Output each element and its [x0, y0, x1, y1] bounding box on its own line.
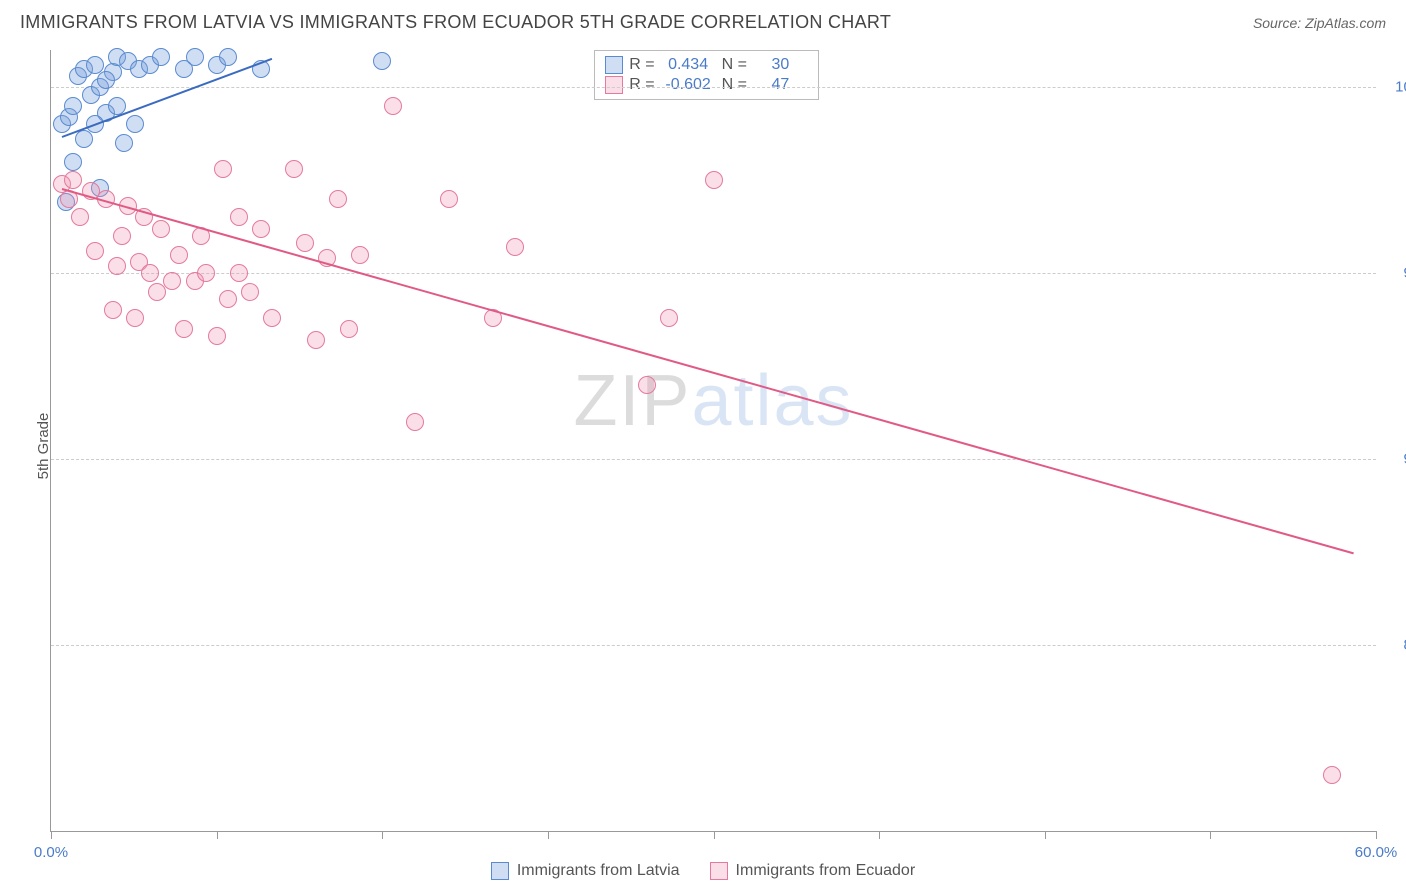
scatter-point: [1323, 766, 1341, 784]
scatter-point: [71, 208, 89, 226]
scatter-point: [230, 264, 248, 282]
scatter-point: [296, 234, 314, 252]
scatter-point: [126, 309, 144, 327]
scatter-point: [252, 220, 270, 238]
source-label: Source: ZipAtlas.com: [1253, 15, 1386, 31]
scatter-point: [705, 171, 723, 189]
scatter-point: [64, 97, 82, 115]
scatter-point: [75, 130, 93, 148]
xtick: [879, 831, 880, 839]
swatch-ecuador: [605, 76, 623, 94]
correlation-legend: R = 0.434 N = 30 R = -0.602 N = 47: [594, 50, 819, 100]
r-value: -0.602: [661, 76, 716, 94]
xtick: [714, 831, 715, 839]
scatter-point: [351, 246, 369, 264]
xtick: [548, 831, 549, 839]
ytick-label: 100.0%: [1386, 79, 1406, 96]
scatter-point: [126, 115, 144, 133]
scatter-point: [219, 290, 237, 308]
watermark-zip: ZIP: [573, 361, 691, 441]
chart-plot-area: ZIPatlas R = 0.434 N = 30 R = -0.602 N =…: [50, 50, 1376, 832]
xtick: [217, 831, 218, 839]
n-value: 30: [753, 56, 808, 74]
scatter-point: [141, 264, 159, 282]
trend-line: [62, 188, 1354, 554]
scatter-point: [384, 97, 402, 115]
gridline: [51, 459, 1376, 460]
page-title: IMMIGRANTS FROM LATVIA VS IMMIGRANTS FRO…: [20, 12, 891, 33]
r-value: 0.434: [661, 56, 716, 74]
scatter-point: [329, 190, 347, 208]
r-label: R =: [629, 76, 654, 94]
header: IMMIGRANTS FROM LATVIA VS IMMIGRANTS FRO…: [0, 0, 1406, 41]
scatter-point: [197, 264, 215, 282]
ytick-label: 90.0%: [1386, 451, 1406, 468]
scatter-point: [152, 220, 170, 238]
bottom-legend-label: Immigrants from Latvia: [517, 862, 680, 880]
legend-row-ecuador: R = -0.602 N = 47: [605, 75, 808, 95]
gridline: [51, 273, 1376, 274]
scatter-point: [113, 227, 131, 245]
r-label: R =: [629, 56, 654, 74]
scatter-point: [186, 48, 204, 66]
n-label: N =: [722, 56, 747, 74]
bottom-legend-label: Immigrants from Ecuador: [736, 862, 916, 880]
legend-row-latvia: R = 0.434 N = 30: [605, 55, 808, 75]
scatter-point: [108, 257, 126, 275]
scatter-point: [340, 320, 358, 338]
gridline: [51, 645, 1376, 646]
scatter-point: [163, 272, 181, 290]
gridline: [51, 87, 1376, 88]
xtick: [1210, 831, 1211, 839]
xtick: [382, 831, 383, 839]
scatter-point: [440, 190, 458, 208]
scatter-point: [241, 283, 259, 301]
scatter-point: [660, 309, 678, 327]
scatter-point: [64, 153, 82, 171]
scatter-point: [214, 160, 232, 178]
scatter-point: [373, 52, 391, 70]
n-value: 47: [753, 76, 808, 94]
scatter-point: [263, 309, 281, 327]
scatter-point: [97, 71, 115, 89]
swatch-latvia-bottom: [491, 862, 509, 880]
bottom-legend: Immigrants from Latvia Immigrants from E…: [0, 862, 1406, 880]
xtick-label: 60.0%: [1355, 844, 1398, 861]
n-label: N =: [722, 76, 747, 94]
xtick: [1376, 831, 1377, 839]
scatter-point: [170, 246, 188, 264]
ytick-label: 85.0%: [1386, 637, 1406, 654]
scatter-point: [152, 48, 170, 66]
scatter-point: [638, 376, 656, 394]
ytick-label: 95.0%: [1386, 265, 1406, 282]
scatter-point: [219, 48, 237, 66]
bottom-legend-ecuador: Immigrants from Ecuador: [710, 862, 916, 880]
scatter-point: [148, 283, 166, 301]
scatter-point: [506, 238, 524, 256]
swatch-ecuador-bottom: [710, 862, 728, 880]
scatter-point: [115, 134, 133, 152]
xtick: [1045, 831, 1046, 839]
scatter-point: [175, 320, 193, 338]
xtick: [51, 831, 52, 839]
bottom-legend-latvia: Immigrants from Latvia: [491, 862, 680, 880]
xtick-label: 0.0%: [34, 844, 68, 861]
scatter-point: [230, 208, 248, 226]
scatter-point: [208, 327, 226, 345]
scatter-point: [285, 160, 303, 178]
scatter-point: [406, 413, 424, 431]
scatter-point: [307, 331, 325, 349]
swatch-latvia: [605, 56, 623, 74]
scatter-point: [64, 171, 82, 189]
scatter-point: [104, 301, 122, 319]
scatter-point: [86, 242, 104, 260]
